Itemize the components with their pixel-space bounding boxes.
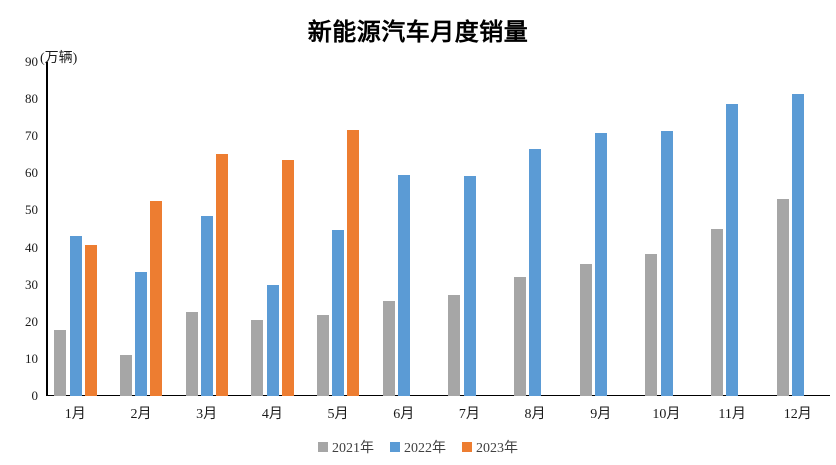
- x-tick-label: 1月: [64, 407, 86, 422]
- bar-2021年-10月: [645, 253, 658, 396]
- bar-2022年-10月: [660, 131, 673, 396]
- legend-swatch-icon: [318, 442, 328, 452]
- x-tick-label: 7月: [458, 407, 480, 422]
- bar-2021年-5月: [317, 315, 330, 396]
- y-tick-label: 30: [25, 276, 38, 292]
- y-axis-unit-label: (万辆): [40, 51, 78, 66]
- chart-title: 新能源汽车月度销量: [307, 20, 529, 46]
- bar-2021年-2月: [119, 355, 132, 396]
- bar-2021年-12月: [776, 198, 789, 396]
- legend-label: 2023年: [476, 441, 518, 456]
- y-tick-label: 90: [25, 54, 38, 69]
- bar-2022年-7月: [463, 175, 476, 396]
- bar-2023年-3月: [216, 153, 229, 396]
- y-tick-label: 70: [25, 128, 38, 144]
- legend-item-2021年: 2021年: [318, 437, 374, 457]
- x-tick-label: 8月: [524, 407, 546, 422]
- bar-2021年-4月: [251, 319, 264, 396]
- legend-item-2022年: 2022年: [390, 437, 446, 457]
- y-tick-label: 10: [25, 350, 38, 366]
- bar-2022年-12月: [791, 93, 804, 396]
- x-tick-label: 5月: [327, 407, 349, 422]
- bar-2022年-6月: [397, 174, 410, 396]
- bar-2021年-9月: [579, 263, 592, 396]
- bar-2023年-4月: [281, 159, 294, 396]
- bar-2023年-5月: [347, 129, 360, 396]
- x-tick-label: 3月: [196, 407, 218, 422]
- legend-swatch-icon: [462, 442, 472, 452]
- y-tick-label: 60: [25, 165, 38, 181]
- x-tick-label: 10月: [652, 407, 681, 422]
- x-tick-label: 9月: [590, 407, 612, 422]
- bar-2021年-7月: [448, 295, 461, 396]
- x-tick-label: 11月: [718, 407, 746, 422]
- y-tick-label: 80: [25, 91, 38, 107]
- bar-2021年-3月: [185, 312, 198, 396]
- legend: 2021年 2022年 2023年: [0, 437, 836, 457]
- bar-2021年-6月: [382, 301, 395, 396]
- bar-2023年-1月: [84, 244, 97, 396]
- bar-2022年-4月: [266, 285, 279, 396]
- bar-2021年-8月: [514, 276, 527, 396]
- bar-2023年-2月: [150, 201, 163, 396]
- bar-2022年-2月: [135, 272, 148, 396]
- x-tick-label: 6月: [393, 407, 415, 422]
- legend-label: 2021年: [332, 441, 374, 456]
- bar-2022年-11月: [726, 104, 739, 396]
- bar-2021年-1月: [54, 329, 67, 396]
- bar-2022年-3月: [200, 216, 213, 396]
- legend-item-2023年: 2023年: [462, 437, 518, 457]
- y-tick-label: 50: [25, 202, 38, 218]
- y-tick-label: 0: [31, 388, 39, 403]
- bar-2021年-11月: [711, 229, 724, 396]
- x-tick-label: 2月: [130, 407, 152, 422]
- bar-2022年-8月: [529, 148, 542, 396]
- bar-2022年-5月: [332, 230, 345, 396]
- y-axis-line: [46, 62, 48, 396]
- bar-2022年-1月: [69, 236, 82, 396]
- legend-swatch-icon: [390, 442, 400, 452]
- x-tick-label: 4月: [261, 407, 283, 422]
- legend-label: 2022年: [404, 441, 446, 456]
- y-tick-label: 40: [25, 239, 38, 255]
- y-tick-label: 20: [25, 313, 38, 329]
- bar-2022年-9月: [594, 133, 607, 396]
- x-tick-label: 12月: [783, 407, 812, 422]
- x-axis-line: [46, 394, 830, 396]
- plot-area: [46, 62, 835, 396]
